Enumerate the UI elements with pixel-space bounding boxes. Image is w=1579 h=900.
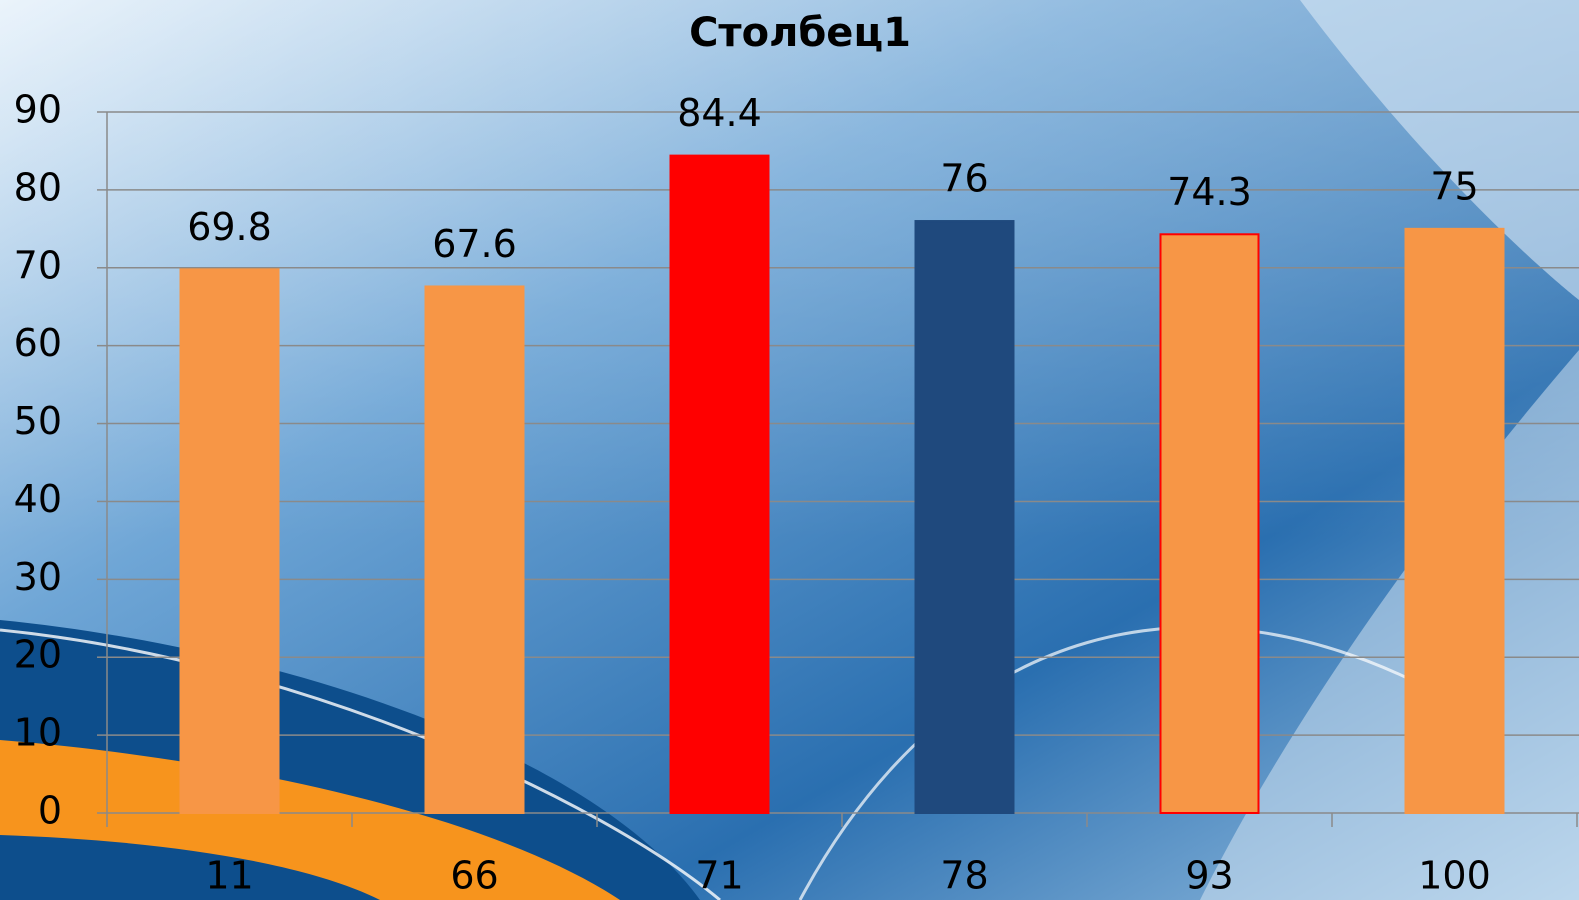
y-tick-label: 50 bbox=[14, 399, 62, 443]
bar bbox=[424, 285, 525, 814]
y-tick-label: 60 bbox=[14, 321, 62, 365]
data-label: 76 bbox=[940, 157, 988, 201]
bar bbox=[669, 154, 770, 814]
bar bbox=[1404, 227, 1505, 815]
data-label: 84.4 bbox=[677, 91, 762, 135]
y-tick-label: 0 bbox=[38, 789, 62, 833]
x-tick-label: 93 bbox=[1185, 854, 1233, 898]
data-label: 74.3 bbox=[1167, 170, 1252, 214]
data-label: 67.6 bbox=[432, 222, 517, 266]
data-label: 75 bbox=[1430, 164, 1478, 208]
bar bbox=[914, 220, 1015, 815]
x-tick-label: 66 bbox=[450, 854, 498, 898]
y-tick-label: 30 bbox=[14, 555, 62, 599]
chart-title: Столбец1 bbox=[689, 10, 911, 56]
y-tick-label: 20 bbox=[14, 633, 62, 677]
x-tick-label: 11 bbox=[205, 854, 253, 898]
y-tick-label: 40 bbox=[14, 477, 62, 521]
y-tick-label: 80 bbox=[14, 165, 62, 209]
y-tick-label: 10 bbox=[14, 711, 62, 755]
x-tick-label: 78 bbox=[940, 854, 988, 898]
data-label: 69.8 bbox=[187, 205, 272, 249]
y-tick-label: 90 bbox=[14, 88, 62, 132]
x-tick-label: 100 bbox=[1418, 854, 1491, 898]
y-tick-label: 70 bbox=[14, 243, 62, 287]
bar bbox=[1159, 233, 1260, 814]
bar bbox=[179, 268, 280, 814]
x-tick-label: 71 bbox=[695, 854, 743, 898]
